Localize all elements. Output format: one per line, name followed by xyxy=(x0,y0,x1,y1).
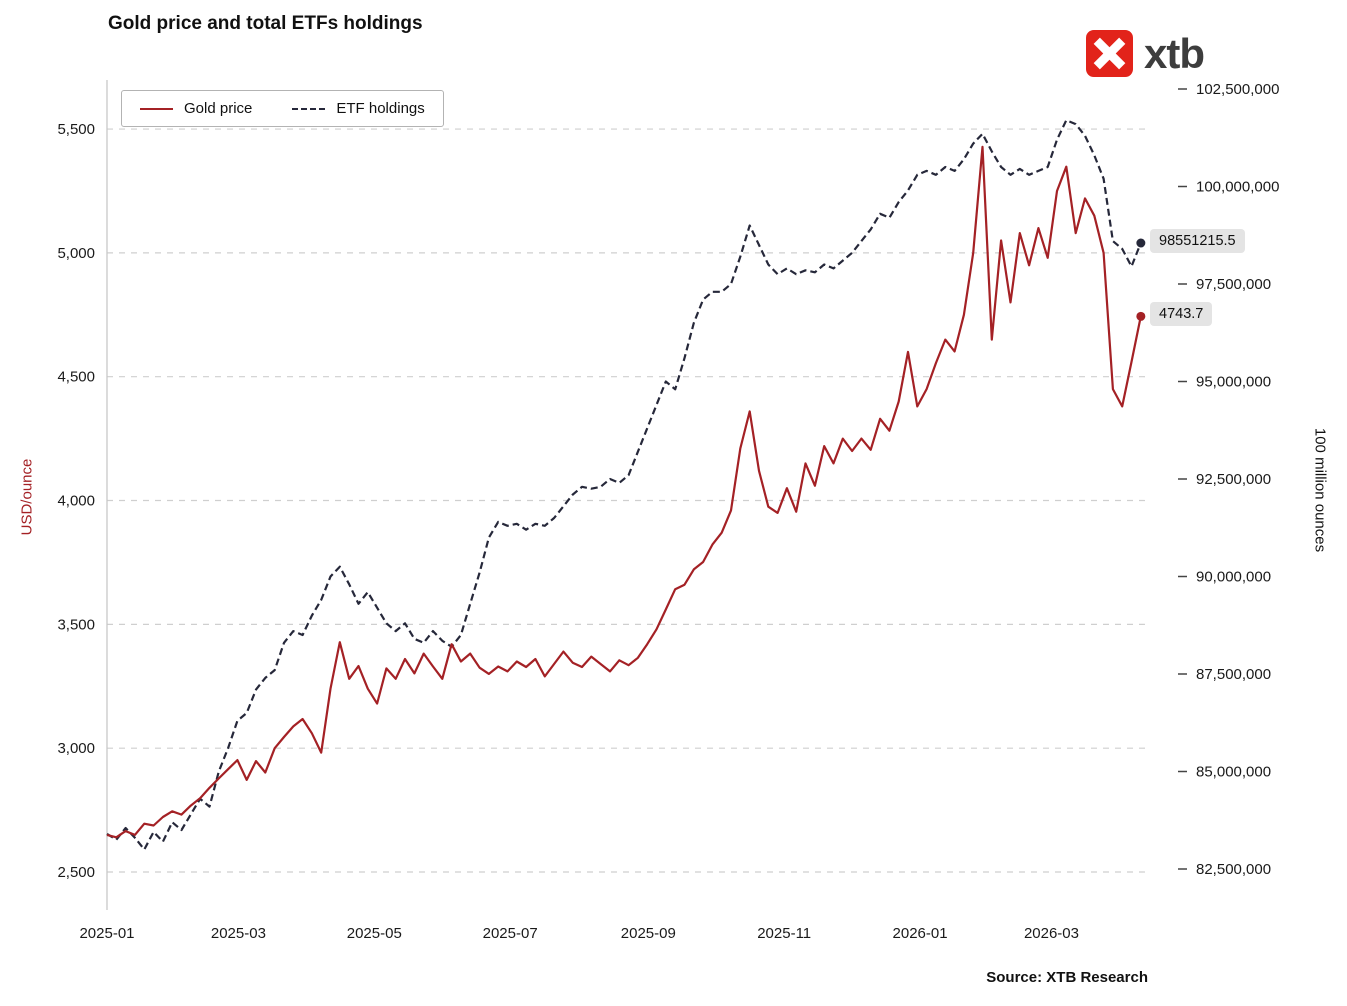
xtb-logo: xtb xyxy=(1086,29,1205,77)
y-left-tick-label: 4,500 xyxy=(57,369,95,386)
end-dot-etf-holdings xyxy=(1136,238,1146,248)
y-right-tick-label: 85,000,000 xyxy=(1196,763,1271,780)
x-tick-label: 2026-03 xyxy=(1024,925,1079,942)
etf-line-sample xyxy=(292,107,326,110)
xtb-logo-icon xyxy=(1086,30,1133,77)
end-value-label-gold-price: 4743.7 xyxy=(1150,302,1213,327)
xtb-logo-text: xtb xyxy=(1144,29,1205,77)
x-tick-label: 2025-01 xyxy=(79,925,134,942)
legend: Gold price ETF holdings xyxy=(121,90,444,127)
y-left-tick-label: 5,000 xyxy=(57,245,95,262)
chart-title: Gold price and total ETFs holdings xyxy=(108,13,423,34)
series-line-gold-price xyxy=(106,145,1142,839)
y-right-tick-label: 87,500,000 xyxy=(1196,666,1271,683)
legend-label-etf-holdings: ETF holdings xyxy=(336,100,425,117)
x-tick-label: 2025-09 xyxy=(621,925,676,942)
legend-item-etf-holdings: ETF holdings xyxy=(292,100,425,117)
y-left-axis-title: USD/ounce xyxy=(18,458,36,536)
x-tick-label: 2026-01 xyxy=(893,925,948,942)
y-left-tick-label: 4,000 xyxy=(57,493,95,510)
y-right-tick-label: 95,000,000 xyxy=(1196,373,1271,390)
y-right-tick-label: 92,500,000 xyxy=(1196,471,1271,488)
y-left-tick-label: 5,500 xyxy=(57,121,95,138)
y-right-tick-label: 100,000,000 xyxy=(1196,178,1279,195)
end-value-label-etf-holdings: 98551215.5 xyxy=(1150,229,1245,253)
gold-line-sample xyxy=(140,107,173,110)
end-dot-gold-price xyxy=(1136,311,1146,321)
y-right-tick-label: 90,000,000 xyxy=(1196,568,1271,585)
x-tick-label: 2025-05 xyxy=(347,925,402,942)
y-left-tick-label: 3,500 xyxy=(57,616,95,633)
y-right-tick-label: 82,500,000 xyxy=(1196,861,1271,878)
legend-label-gold-price: Gold price xyxy=(184,100,253,117)
y-right-tick-label: 97,500,000 xyxy=(1196,276,1271,293)
y-right-tick-label: 102,500,000 xyxy=(1196,81,1279,98)
y-right-axis-title: 100 million ounces xyxy=(1311,427,1329,553)
x-tick-label: 2025-07 xyxy=(483,925,538,942)
y-left-tick-label: 2,500 xyxy=(57,864,95,881)
legend-item-gold-price: Gold price xyxy=(140,100,252,117)
source-credit: Source: XTB Research xyxy=(986,969,1148,986)
series-line-etf-holdings xyxy=(106,119,1142,851)
x-tick-label: 2025-03 xyxy=(211,925,266,942)
x-tick-label: 2025-11 xyxy=(757,925,811,942)
y-left-tick-label: 3,000 xyxy=(57,740,95,757)
